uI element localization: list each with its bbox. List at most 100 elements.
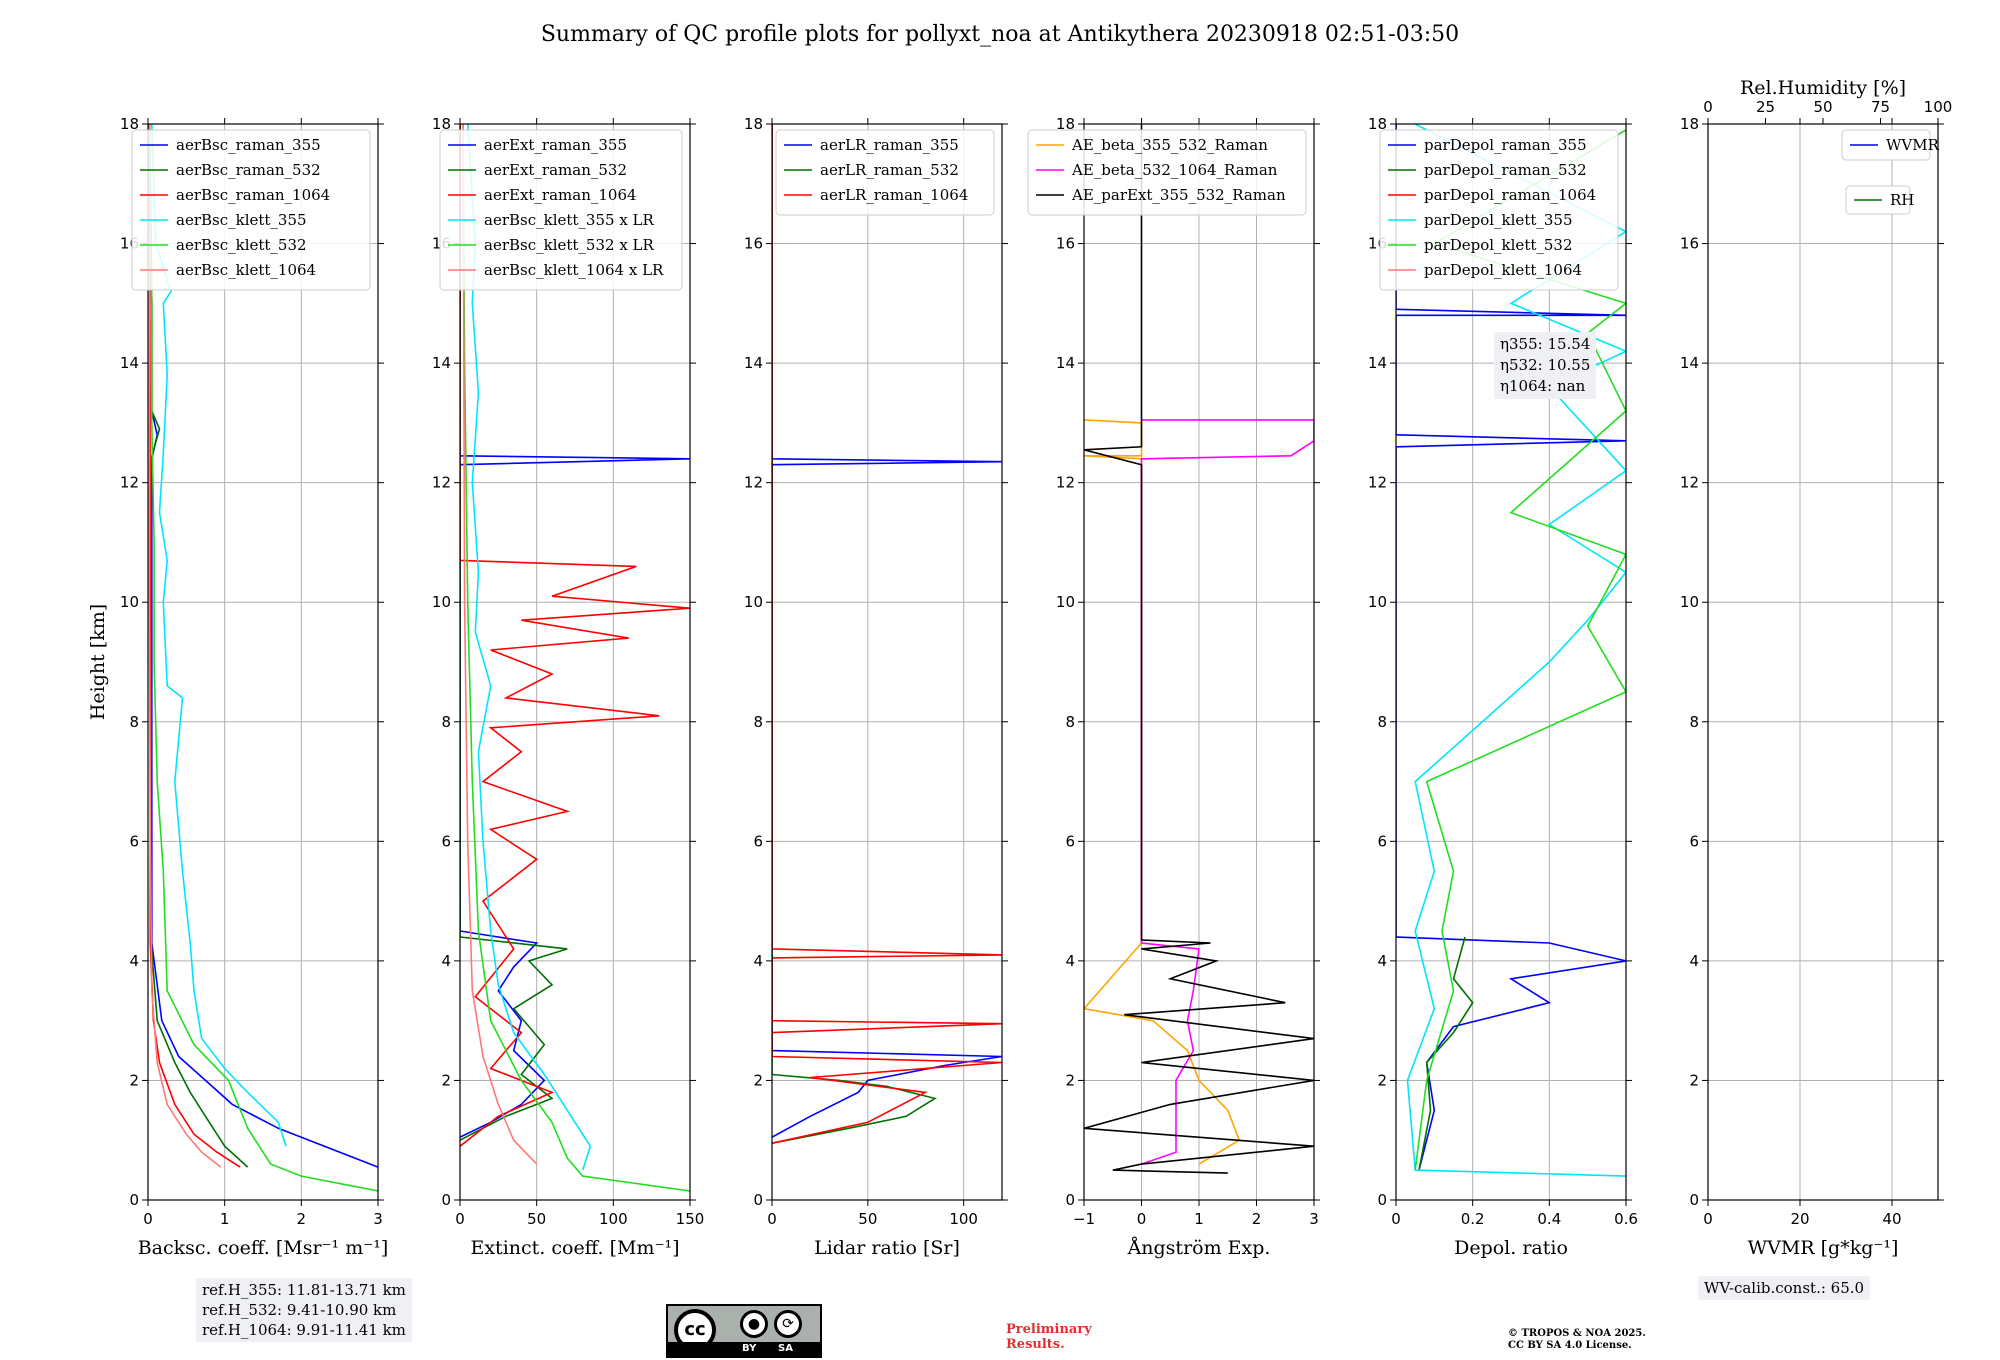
ref-height-355: ref.H_355: 11.81-13.71 km	[202, 1281, 406, 1299]
y-tick-label: 6	[753, 832, 763, 850]
y-tick-label: 12	[744, 474, 763, 492]
x-tick-label: 1	[1194, 1210, 1204, 1228]
y-tick-label: 16	[1056, 235, 1075, 253]
x-tick-label: 3	[373, 1210, 383, 1228]
y-tick-label: 10	[744, 593, 763, 611]
x-tick-label: 0	[1137, 1210, 1147, 1228]
legend-label: RH	[1890, 191, 1914, 209]
axes-frame	[1395, 123, 1627, 1201]
legend-label: parDepol_raman_532	[1424, 161, 1587, 179]
y-tick-label: 2	[1689, 1071, 1699, 1089]
legend: aerLR_raman_355 aerLR_raman_532 aerLR_rama…	[775, 129, 995, 216]
top-x-tick-label: 0	[1703, 98, 1713, 116]
y-tick-label: 14	[1368, 354, 1387, 372]
y-tick-label: 10	[1056, 593, 1075, 611]
y-tick-label: 0	[753, 1191, 763, 1209]
top-x-tick-label: 75	[1871, 98, 1890, 116]
legend-label: parDepol_klett_1064	[1424, 261, 1582, 279]
legend-label: aerLR_raman_355	[820, 136, 959, 154]
copyright-note: © TROPOS & NOA 2025. CC BY SA 4.0 Licens…	[1508, 1328, 1646, 1351]
legend-label: aerBsc_raman_1064	[176, 186, 330, 204]
series-line-aerBsc_klett_1064	[148, 124, 222, 1168]
legend-label: aerExt_raman_532	[484, 161, 627, 179]
y-tick-label: 12	[1680, 474, 1699, 492]
panel-wvmr: 0 20 40 0 2 4 6 8 10 12 14 16 18 WVMR [g*kg⁻¹] 0 25 50 75…	[1680, 77, 1952, 1259]
series-line-AE_beta_355_532_Raman	[1084, 419, 1241, 1165]
y-tick-label: 4	[1065, 952, 1075, 970]
legend: AE_beta_355_532_Raman AE_beta_532_1064_Ra…	[1027, 129, 1307, 216]
y-tick-label: 12	[1056, 474, 1075, 492]
y-tick-label: 6	[441, 832, 451, 850]
y-tick-label: 10	[1368, 593, 1387, 611]
x-axis-label: Ångström Exp.	[1127, 1237, 1271, 1259]
axes-frame	[459, 123, 691, 1201]
y-tick-label: 2	[753, 1071, 763, 1089]
x-tick-label: 0	[1391, 1210, 1401, 1228]
legend-label: aerLR_raman_532	[820, 161, 959, 179]
y-tick-label: 6	[1689, 832, 1699, 850]
series-line-aerLR_raman_1064	[772, 124, 1002, 1144]
legend-label: AE_parExt_355_532_Raman	[1071, 186, 1286, 204]
x-tick-label: 50	[527, 1210, 546, 1228]
y-tick-label: 6	[1377, 832, 1387, 850]
legend-label: parDepol_klett_532	[1424, 236, 1573, 254]
y-tick-label: 12	[432, 474, 451, 492]
y-tick-label: 18	[1680, 115, 1699, 133]
y-tick-label: 2	[1377, 1071, 1387, 1089]
y-tick-label: 18	[744, 115, 763, 133]
y-tick-label: 0	[1065, 1191, 1075, 1209]
y-tick-label: 8	[753, 713, 763, 731]
y-tick-label: 4	[1689, 952, 1699, 970]
x-tick-label: 100	[949, 1210, 978, 1228]
legend: aerExt_raman_355 aerExt_raman_532 aerExt_r…	[439, 129, 683, 291]
panel-lidar_ratio: 0 50 100 0 2 4 6 8 10 12 14 16 18 Lidar ratio [Sr] aer…	[744, 115, 1008, 1259]
top-x-tick-label: 25	[1756, 98, 1775, 116]
x-axis-label: Extinct. coeff. [Mm⁻¹]	[470, 1237, 679, 1259]
x-tick-label: 3	[1309, 1210, 1319, 1228]
x-tick-label: 2	[297, 1210, 307, 1228]
legend-label: parDepol_klett_355	[1424, 211, 1573, 229]
x-tick-label: 40	[1882, 1210, 1901, 1228]
eta-355: η355: 15.54	[1500, 335, 1591, 353]
y-tick-label: 4	[1377, 952, 1387, 970]
legend-label: aerExt_raman_355	[484, 136, 627, 154]
y-tick-label: 4	[129, 952, 139, 970]
series-line-aerBsc_klett_532	[148, 124, 378, 1192]
y-tick-label: 16	[744, 235, 763, 253]
legend-label: aerBsc_raman_355	[176, 136, 321, 154]
axes-frame	[771, 123, 1003, 1201]
eta-1064: η1064: nan	[1500, 377, 1586, 395]
x-axis-label: Depol. ratio	[1454, 1237, 1568, 1259]
eta-532: η532: 10.55	[1500, 356, 1591, 374]
legend: aerBsc_raman_355 aerBsc_raman_532 aerBsc_r…	[131, 129, 371, 291]
y-tick-label: 18	[432, 115, 451, 133]
y-tick-label: 12	[120, 474, 139, 492]
cc-license-badge: cc ● ⟳ BY SA	[666, 1304, 822, 1358]
legend-label: aerBsc_klett_532	[176, 236, 307, 254]
series-line-aerBsc_klett_355 x LR	[466, 124, 592, 1171]
legend-label: aerBsc_klett_355 x LR	[484, 211, 655, 229]
x-tick-label: −1	[1073, 1210, 1095, 1228]
axes-frame	[1707, 123, 1939, 1201]
series-line-aerLR_raman_355	[772, 124, 1002, 1138]
series-line-aerLR_raman_532	[772, 124, 937, 1144]
x-tick-label: 2	[1252, 1210, 1262, 1228]
legend-label: aerBsc_klett_532 x LR	[484, 236, 655, 254]
legend-label: WVMR	[1886, 136, 1940, 154]
series-line-aerBsc_klett_532 x LR	[462, 124, 690, 1192]
y-tick-label: 8	[1377, 713, 1387, 731]
y-tick-label: 8	[129, 713, 139, 731]
y-tick-label: 2	[129, 1071, 139, 1089]
legend-label: aerBsc_klett_355	[176, 211, 307, 229]
y-tick-label: 18	[1056, 115, 1075, 133]
wv-calibration-note: WV-calib.const.: 65.0	[1698, 1276, 1871, 1300]
by-person-icon: ●	[740, 1310, 768, 1338]
y-tick-label: 10	[1680, 593, 1699, 611]
legend-label: aerBsc_raman_532	[176, 161, 321, 179]
y-axis-label: Height [km]	[87, 604, 109, 720]
y-tick-label: 14	[744, 354, 763, 372]
ref-height-1064: ref.H_1064: 9.91-11.41 km	[202, 1321, 406, 1339]
